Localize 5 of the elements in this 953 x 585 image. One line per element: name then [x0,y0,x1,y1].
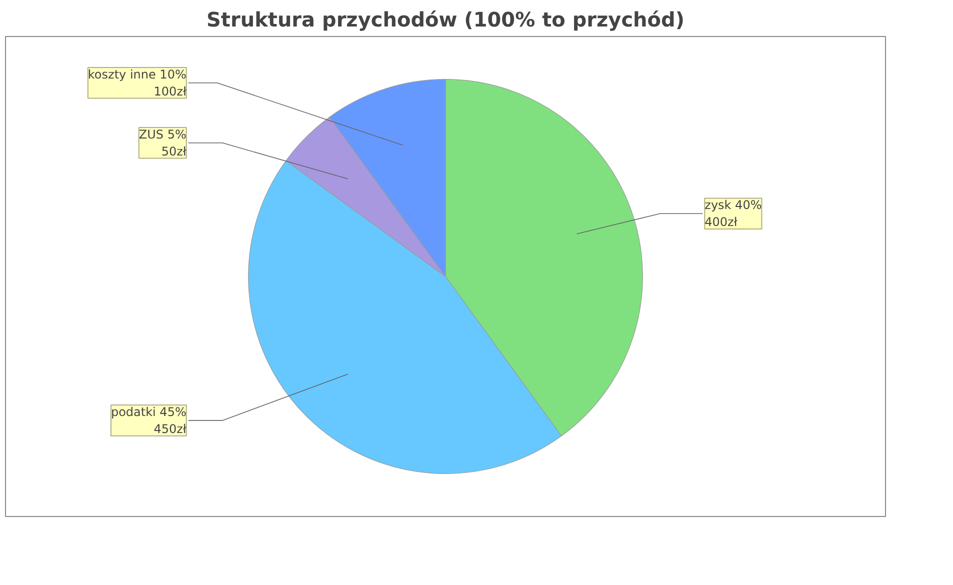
slice-label: koszty inne 10% 100zł [88,67,187,98]
slice-label: zysk 40% 400zł [704,198,762,229]
slice-label: ZUS 5% 50zł [138,127,187,158]
slice-label: podatki 45% 450zł [110,405,187,436]
chart-title: Struktura przychodów (100% to przychód) [206,8,684,32]
